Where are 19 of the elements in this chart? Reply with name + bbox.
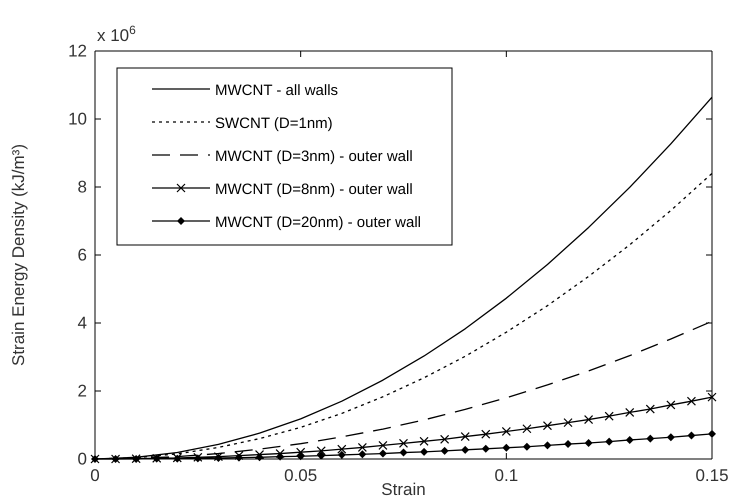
y-axis-title: Strain Energy Density (kJ/m³) <box>9 144 28 366</box>
x-tick-label: 0.15 <box>695 466 729 486</box>
text: x 10$^{6}$ <box>97 23 136 45</box>
x-tick-label: 0.05 <box>284 466 318 486</box>
legend-label: MWCNT (D=8nm) - outer wall <box>215 181 413 198</box>
y-tick-label: 8 <box>78 177 87 196</box>
x-axis-title: Strain <box>381 480 426 499</box>
x-tick-label: 0 <box>90 466 100 486</box>
y-tick-label: 2 <box>78 381 87 400</box>
legend-label: MWCNT (D=3nm) - outer wall <box>215 148 413 165</box>
y-tick-label: 10 <box>68 109 87 128</box>
legend-label: MWCNT (D=20nm) - outer wall <box>215 214 422 231</box>
legend-label: MWCNT - all walls <box>215 82 338 99</box>
y-tick-label: 12 <box>68 41 87 60</box>
y-tick-label: 6 <box>78 245 87 264</box>
legend-label: SWCNT (D=1nm) <box>215 115 333 132</box>
x-tick-label: 0.1 <box>494 466 518 486</box>
y-tick-label: 4 <box>78 313 87 332</box>
y-tick-label: 0 <box>78 449 87 468</box>
